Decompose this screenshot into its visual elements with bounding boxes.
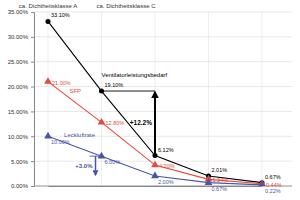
data-label: 19.10% bbox=[105, 82, 124, 88]
y-tick-mark bbox=[31, 186, 34, 187]
y-tick-mark bbox=[31, 37, 34, 38]
grid-line-vertical bbox=[155, 12, 156, 186]
y-tick-label: 35.00% bbox=[8, 9, 29, 15]
grid-line bbox=[34, 161, 292, 162]
y-axis-line bbox=[31, 13, 35, 187]
y-tick: 30.00% bbox=[8, 34, 34, 40]
series-marker bbox=[98, 118, 106, 125]
data-label: 33.10% bbox=[51, 12, 70, 18]
y-tick-label: 5.00% bbox=[11, 159, 29, 165]
series-name-label: SFP bbox=[69, 88, 81, 94]
y-tick: 0.00% bbox=[11, 183, 34, 189]
grid bbox=[34, 12, 292, 186]
grid-line bbox=[34, 86, 292, 87]
y-tick-mark bbox=[31, 161, 34, 162]
y-tick: 10.00% bbox=[8, 134, 34, 140]
y-tick: 5.00% bbox=[11, 159, 34, 165]
annotation-arrow bbox=[154, 92, 156, 156]
series-line bbox=[48, 82, 262, 184]
plot-baseline bbox=[34, 186, 292, 187]
y-tick-mark bbox=[31, 111, 34, 112]
data-label: 0.22% bbox=[265, 188, 281, 194]
data-label: 0.44% bbox=[266, 182, 282, 188]
y-tick-mark bbox=[31, 12, 34, 13]
y-tick-mark bbox=[31, 136, 34, 137]
y-tick: 35.00% bbox=[8, 9, 34, 15]
series-marker bbox=[151, 161, 159, 168]
y-tick: 25.00% bbox=[8, 59, 34, 65]
y-tick-mark bbox=[31, 62, 34, 63]
annotation: ca. Dichtheitsklasse A bbox=[19, 3, 77, 9]
data-label: 6.00% bbox=[105, 159, 121, 165]
grid-line-vertical bbox=[48, 12, 49, 186]
annotation-arrow bbox=[95, 156, 97, 175]
series-name-label: Leckluftrate bbox=[64, 132, 96, 138]
data-label: 10.00% bbox=[51, 139, 70, 145]
chart-container: 0.00% 5.00% 10.00% 15.00% 20.00% 25.00% 30.00%… bbox=[0, 0, 300, 200]
y-tick-label: 25.00% bbox=[8, 59, 29, 65]
annotations: ca. Dichtheitsklasse A ca. Dichtheitsklas… bbox=[19, 3, 156, 175]
grid-line-vertical bbox=[262, 12, 263, 186]
data-label: 21.00% bbox=[52, 80, 71, 86]
series-marker bbox=[205, 178, 213, 185]
series-line bbox=[48, 21, 262, 182]
data-label: 0.67% bbox=[212, 186, 228, 192]
y-tick: 15.00% bbox=[8, 109, 34, 115]
grid-line bbox=[34, 36, 292, 37]
chart-svg: 0.00% 5.00% 10.00% 15.00% 20.00% 25.00% 30.00%… bbox=[0, 0, 300, 200]
series-marker bbox=[151, 172, 159, 179]
y-tick-label: 30.00% bbox=[8, 34, 29, 40]
grid-line bbox=[34, 186, 292, 187]
y-tick-label: 20.00% bbox=[8, 84, 29, 90]
annotation: +3.0% bbox=[75, 163, 93, 169]
data-label: 1.34% bbox=[213, 177, 229, 183]
data-label: 4.20% bbox=[159, 163, 175, 169]
annotation-line bbox=[102, 91, 156, 92]
data-label: 6.12% bbox=[158, 147, 174, 153]
y-axis: 0.00% 5.00% 10.00% 15.00% 20.00% 25.00% 30.00%… bbox=[8, 9, 35, 189]
y-tick-label: 15.00% bbox=[8, 109, 29, 115]
grid-line bbox=[34, 111, 292, 112]
y-tick-label: 0.00% bbox=[11, 183, 29, 189]
data-label: 12.80% bbox=[106, 120, 125, 126]
y-tick-label: 10.00% bbox=[8, 134, 29, 140]
series-marker bbox=[258, 180, 266, 186]
plot-area bbox=[44, 19, 266, 186]
series-marker bbox=[98, 152, 106, 159]
series-marker bbox=[45, 19, 50, 24]
texts: 33.10% 19.10% 6.12% 2.01% 0.67% 21.00% 12.80% 4… bbox=[19, 3, 282, 194]
series-marker bbox=[44, 132, 52, 139]
data-label: 2.00% bbox=[158, 179, 174, 185]
grid-line-vertical bbox=[101, 12, 102, 186]
annotation: +12.2% bbox=[130, 119, 152, 126]
data-label: 2.01% bbox=[212, 167, 228, 173]
series-marker bbox=[44, 77, 52, 84]
y-tick-mark bbox=[31, 87, 34, 88]
annotation: ca. Dichtheitsklasse C bbox=[97, 3, 157, 9]
grid-line-vertical bbox=[208, 12, 209, 186]
grid-line bbox=[34, 61, 292, 62]
y-tick: 20.00% bbox=[8, 84, 34, 90]
grid-line bbox=[34, 12, 292, 13]
series-name-label: Ventilatorleistungsbedarf bbox=[102, 72, 168, 78]
data-label: 0.67% bbox=[265, 174, 281, 180]
